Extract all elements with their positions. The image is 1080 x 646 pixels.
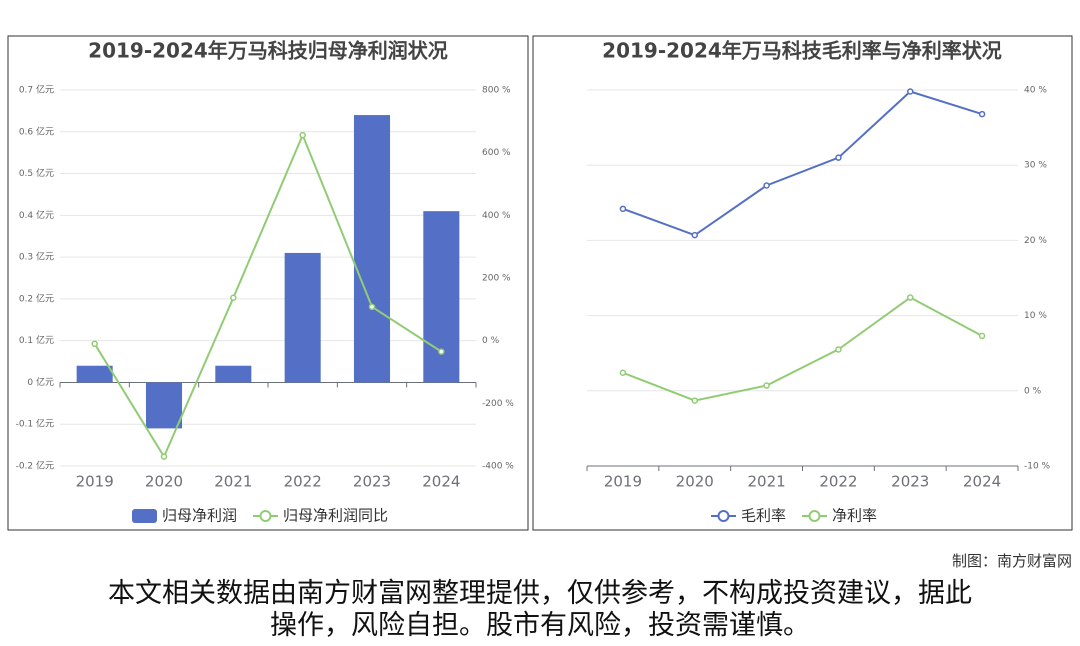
x-tick-label: 2023 [353, 473, 391, 491]
x-tick-label: 2024 [422, 473, 460, 491]
legend-swatch [259, 510, 272, 522]
point [691, 397, 698, 404]
point [160, 453, 168, 460]
y2-tick-label: 600 % [482, 148, 511, 158]
point [691, 231, 698, 239]
point [907, 88, 914, 95]
point [230, 294, 237, 301]
point [438, 348, 445, 355]
point [91, 340, 98, 348]
legend-swatch [808, 510, 821, 522]
y2-tick-label: 800 % [482, 86, 511, 96]
bar [353, 115, 391, 383]
x-tick-label: 2019 [604, 473, 642, 491]
point [619, 369, 627, 377]
panel [532, 35, 1073, 531]
y-tick-label: 0.4 亿元 [19, 209, 54, 221]
y2-tick-label: 200 % [482, 274, 511, 284]
y2-tick-label: -400 % [482, 462, 514, 472]
point [763, 182, 770, 189]
y2-tick-label: 40 % [1024, 86, 1047, 96]
y2-tick-label: 30 % [1024, 161, 1047, 171]
x-tick-label: 2022 [819, 473, 857, 491]
y2-tick-label: 0 % [1024, 386, 1042, 396]
point [299, 131, 306, 139]
line [622, 90, 983, 237]
legend-label: 归母净利润同比 [283, 507, 388, 525]
y2-tick-label: -200 % [482, 399, 514, 409]
y-tick-label: -0.1 亿元 [16, 418, 54, 430]
bar [423, 211, 460, 383]
x-tick-label: 2021 [747, 473, 785, 491]
y-tick-label: 0.6 亿元 [19, 125, 54, 137]
point [978, 110, 986, 118]
point [907, 294, 914, 301]
x-tick-label: 2021 [214, 473, 252, 491]
x-tick-label: 2019 [76, 473, 114, 491]
legend-swatch [717, 510, 730, 522]
y2-tick-label: 10 % [1024, 311, 1047, 321]
point [835, 346, 842, 353]
chart-title: 2019-2024年万马科技归母净利润状况 [88, 39, 448, 63]
legend-label: 净利率 [832, 507, 877, 525]
y-tick-label: -0.2 亿元 [16, 460, 54, 472]
point [763, 382, 770, 389]
y2-tick-label: 400 % [482, 211, 511, 221]
x-tick-label: 2023 [891, 473, 929, 491]
point [619, 205, 627, 213]
y-tick-label: 0.1 亿元 [19, 334, 54, 346]
y2-tick-label: 20 % [1024, 236, 1047, 246]
line [622, 296, 983, 402]
point [978, 332, 986, 340]
panel [7, 35, 529, 531]
x-tick-label: 2020 [145, 473, 183, 491]
chart-title: 2019-2024年万马科技毛利率与净利率状况 [602, 39, 1002, 63]
bar [145, 382, 183, 429]
y-tick-label: 0.2 亿元 [19, 292, 54, 304]
bar [76, 365, 113, 383]
legend-label: 毛利率 [741, 507, 786, 525]
x-tick-label: 2020 [676, 473, 714, 491]
y-tick-label: 0.3 亿元 [19, 251, 54, 263]
credit: 制图：南方财富网 [951, 552, 1072, 570]
y-tick-label: 0.5 亿元 [19, 167, 54, 179]
line [93, 132, 442, 459]
point [368, 303, 376, 311]
bar [284, 252, 321, 383]
y-tick-label: 0 亿元 [27, 376, 54, 388]
bar [215, 365, 252, 383]
disclaimer: 本文相关数据由南方财富网整理提供，仅供参考，不构成投资建议，据此操作，风险自担。… [108, 578, 972, 641]
legend-swatch [132, 509, 157, 523]
x-tick-label: 2022 [284, 473, 322, 491]
y-tick-label: 0.7 亿元 [19, 84, 54, 96]
y2-tick-label: 0 % [482, 336, 500, 346]
point [835, 154, 842, 161]
x-tick-label: 2024 [963, 473, 1001, 491]
legend-label: 归母净利润 [162, 507, 237, 525]
y2-tick-label: -10 % [1024, 462, 1051, 472]
